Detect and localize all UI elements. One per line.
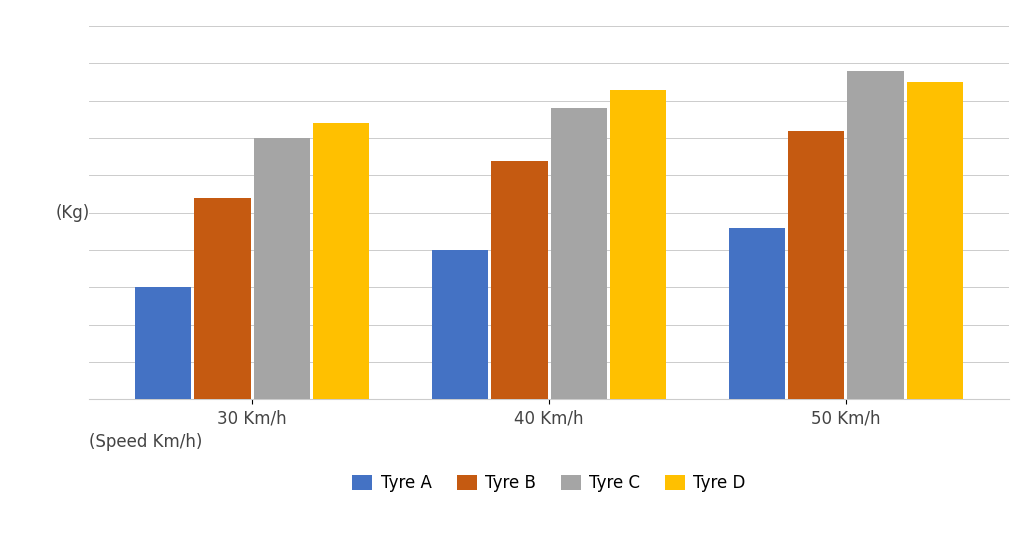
Bar — [432, 250, 488, 399]
Bar — [847, 71, 903, 399]
Bar — [492, 161, 548, 399]
Bar — [313, 123, 370, 399]
Y-axis label: (Kg): (Kg) — [56, 204, 90, 222]
Bar — [906, 82, 963, 399]
X-axis label: (Speed Km/h): (Speed Km/h) — [89, 433, 203, 451]
Bar — [135, 287, 191, 399]
Bar — [551, 108, 607, 399]
Bar — [610, 90, 667, 399]
Bar — [195, 198, 251, 399]
Legend: Tyre A, Tyre B, Tyre C, Tyre D: Tyre A, Tyre B, Tyre C, Tyre D — [346, 468, 753, 499]
Bar — [254, 138, 310, 399]
Bar — [728, 228, 785, 399]
Bar — [787, 131, 845, 399]
